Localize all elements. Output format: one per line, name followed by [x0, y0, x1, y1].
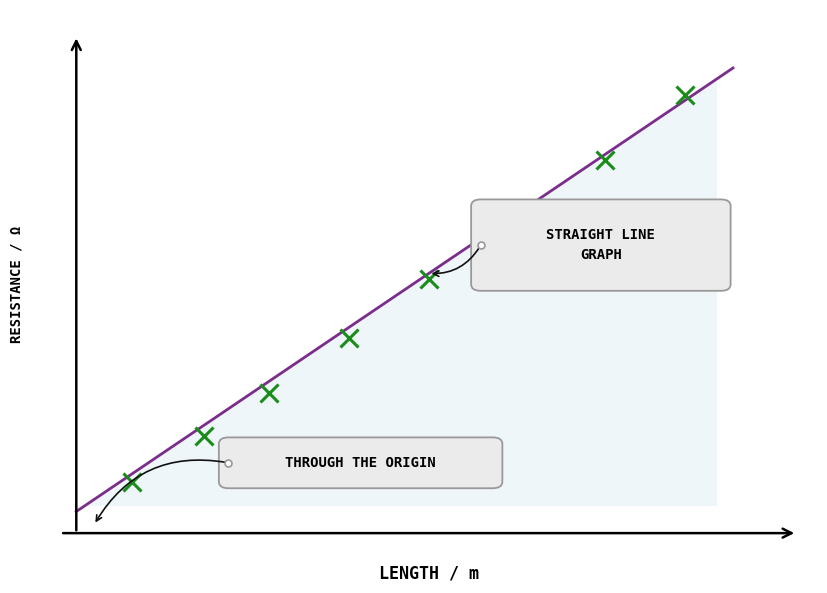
Text: STRAIGHT LINE
GRAPH: STRAIGHT LINE GRAPH	[547, 228, 655, 263]
Text: THROUGH THE ORIGIN: THROUGH THE ORIGIN	[285, 456, 436, 470]
FancyBboxPatch shape	[219, 438, 502, 488]
FancyBboxPatch shape	[471, 199, 730, 291]
Text: RESISTANCE / Ω: RESISTANCE / Ω	[9, 226, 23, 343]
Text: LENGTH / m: LENGTH / m	[379, 565, 479, 583]
Polygon shape	[84, 79, 717, 506]
